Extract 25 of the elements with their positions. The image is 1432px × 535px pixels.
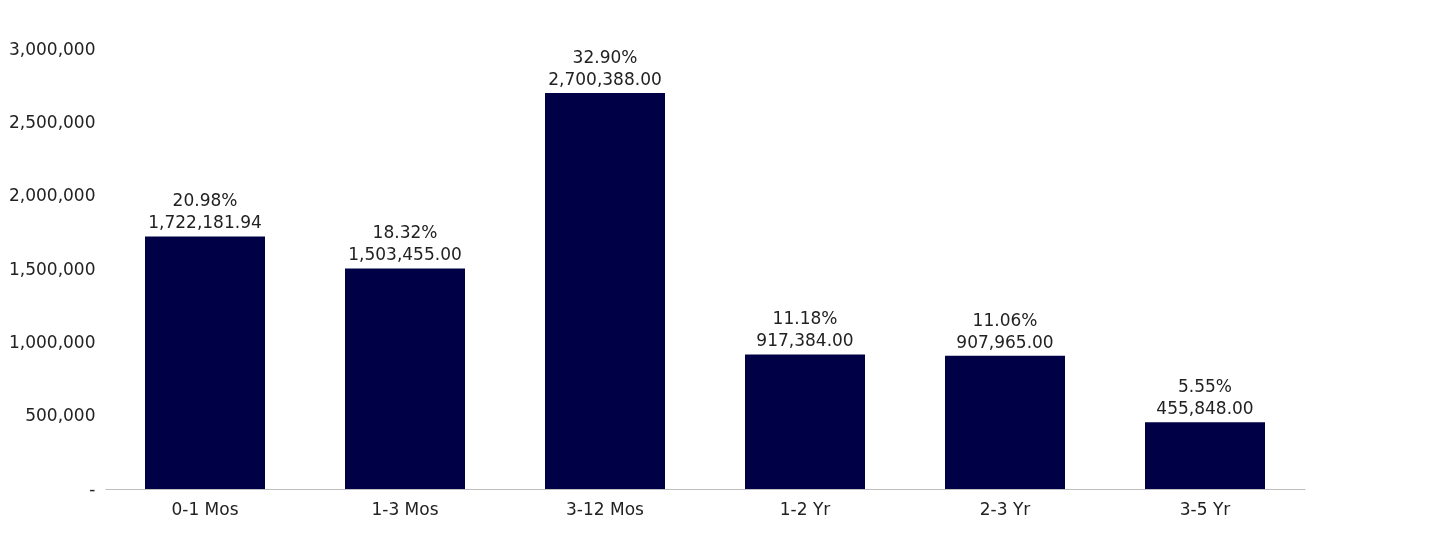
bar [345, 268, 465, 489]
x-tick-label: 1-2 Yr [779, 498, 831, 519]
data-label: 32.90% 2,700,388.00 [548, 46, 662, 89]
x-tick-label: 3-12 Mos [566, 498, 645, 519]
y-tick-label: 3,000,000 [8, 38, 96, 59]
bar [945, 355, 1065, 489]
x-tick-label: 0-1 Mos [171, 498, 239, 519]
data-label: 5.55% 455,848.00 [1156, 376, 1254, 419]
y-tick-label: 2,000,000 [8, 185, 96, 206]
y-tick-label: 1,500,000 [8, 258, 96, 279]
data-label: 18.32% 1,503,455.00 [348, 222, 462, 265]
bar [1145, 422, 1265, 489]
x-tick-label: 3-5 Yr [1179, 498, 1231, 519]
y-tick-label: - [89, 478, 96, 499]
y-tick-label: 1,000,000 [8, 331, 96, 352]
y-tick-label: 2,500,000 [8, 111, 96, 132]
data-label: 11.06% 907,965.00 [956, 309, 1054, 352]
bar [545, 92, 665, 489]
bar [745, 354, 865, 489]
x-tick-label: 1-3 Mos [371, 498, 439, 519]
bar [145, 236, 265, 489]
x-tick-label: 2-3 Yr [979, 498, 1031, 519]
data-label: 20.98% 1,722,181.94 [148, 190, 262, 233]
y-tick-label: 500,000 [25, 405, 96, 426]
data-label: 11.18% 917,384.00 [756, 308, 854, 351]
